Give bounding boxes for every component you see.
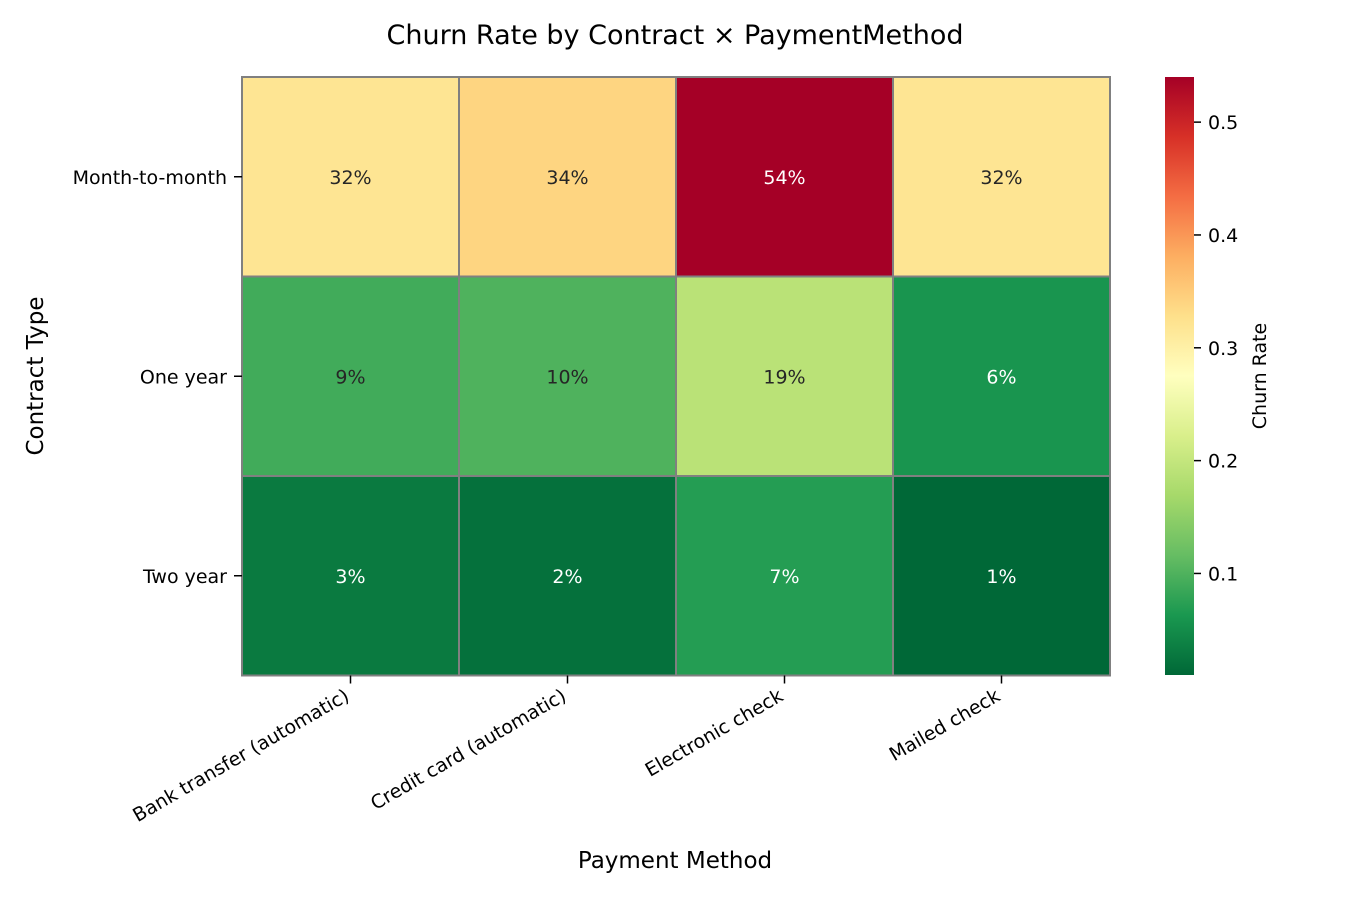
x-axis-ticks: Bank transfer (automatic) Credit card (au… bbox=[129, 675, 1004, 827]
y-tick-label: Two year bbox=[142, 566, 227, 588]
heatmap-cell bbox=[892, 475, 1111, 677]
colorbar-tick-label: 0.5 bbox=[1208, 112, 1238, 134]
heatmap-cell bbox=[458, 275, 677, 477]
colorbar: 0.1 0.2 0.3 0.4 0.5 Churn Rate bbox=[1165, 77, 1271, 675]
x-tick-label: Electronic check bbox=[641, 685, 787, 782]
heatmap-cell bbox=[458, 76, 677, 278]
cell-value-label: 6% bbox=[986, 366, 1016, 388]
heatmap-cell bbox=[892, 76, 1111, 278]
y-tick-label: One year bbox=[140, 366, 227, 388]
colorbar-title: Churn Rate bbox=[1249, 323, 1271, 429]
cell-value-label: 2% bbox=[552, 566, 582, 588]
cell-value-label: 9% bbox=[335, 366, 365, 388]
heatmap-cell bbox=[241, 76, 460, 278]
cell-value-label: 19% bbox=[763, 366, 805, 388]
colorbar-tick-label: 0.2 bbox=[1208, 451, 1238, 473]
cell-value-label: 3% bbox=[335, 566, 365, 588]
x-tick-label: Bank transfer (automatic) bbox=[129, 685, 353, 827]
chart-title: Churn Rate by Contract × PaymentMethod bbox=[387, 20, 964, 51]
colorbar-tick-label: 0.4 bbox=[1208, 225, 1238, 247]
heatmap-cell bbox=[458, 475, 677, 677]
cell-value-label: 54% bbox=[763, 167, 805, 189]
heatmap-cell bbox=[241, 275, 460, 477]
cell-value-label: 1% bbox=[986, 566, 1016, 588]
heatmap-cell bbox=[675, 76, 894, 278]
cell-value-label: 32% bbox=[329, 167, 371, 189]
y-axis-title: Contract Type bbox=[23, 296, 49, 455]
x-tick-label: Mailed check bbox=[886, 685, 1004, 766]
cell-value-label: 7% bbox=[769, 566, 799, 588]
heatmap-cells: 32% 34% 54% 32% 9% 10% 19% 6% 3% 2% 7% 1% bbox=[241, 76, 1111, 677]
cell-value-label: 34% bbox=[546, 167, 588, 189]
colorbar-tick-label: 0.1 bbox=[1208, 563, 1238, 585]
cell-value-label: 32% bbox=[980, 167, 1022, 189]
colorbar-tick-label: 0.3 bbox=[1208, 338, 1238, 360]
x-tick-label: Credit card (automatic) bbox=[367, 685, 570, 815]
x-axis-title: Payment Method bbox=[578, 848, 772, 874]
heatmap-cell bbox=[892, 275, 1111, 477]
colorbar-gradient bbox=[1165, 77, 1194, 675]
cell-value-label: 10% bbox=[546, 366, 588, 388]
y-axis-ticks: Month-to-month One year Two year bbox=[73, 167, 242, 588]
y-tick-label: Month-to-month bbox=[73, 167, 227, 189]
